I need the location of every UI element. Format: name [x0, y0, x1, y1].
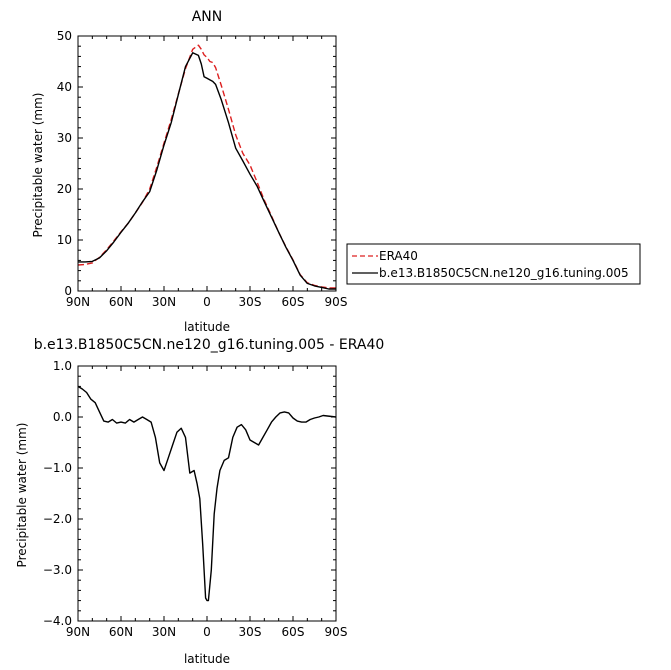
- bottom-y-tick-label: −3.0: [43, 563, 72, 577]
- bottom-y-tick-label: −4.0: [43, 614, 72, 628]
- top-x-tick-label: 0: [203, 295, 211, 309]
- top-x-tick-label: 90S: [325, 295, 348, 309]
- bottom-x-tick-label: 60N: [109, 625, 133, 639]
- top-x-tick-label: 60N: [109, 295, 133, 309]
- top-series-line-era40: [77, 44, 336, 289]
- bottom-y-tick-label: −2.0: [43, 512, 72, 526]
- top-series-line-b-e13-b1850c5cn-ne120-g16-tuning-005: [78, 52, 336, 290]
- legend-box: [346, 243, 641, 285]
- top-chart-title: ANN: [192, 9, 223, 25]
- bottom-x-tick-label: 30N: [152, 625, 176, 639]
- bottom-ticks: 90N 60N 30N 0 30S 60S 90S 1.0 0.0 −1.0 −2.0 −3.0 −4.…: [43, 359, 348, 639]
- bottom-y-tick-label: −1.0: [43, 461, 72, 475]
- top-y-tick-label: 50: [57, 29, 72, 43]
- top-y-tick-label: 10: [57, 233, 72, 247]
- top-y-tick-label: 30: [57, 131, 72, 145]
- bottom-x-tick-label: 30S: [239, 625, 262, 639]
- bottom-y-axis-label: Precipitable water (mm): [15, 423, 29, 568]
- bottom-plot-frame: [77, 365, 337, 622]
- top-x-tick-label: 90N: [66, 295, 90, 309]
- bottom-y-tick-label: 0.0: [53, 410, 72, 424]
- bottom-x-tick-label: 90S: [325, 625, 348, 639]
- top-plot-frame: [77, 35, 337, 292]
- bottom-x-axis-label: latitude: [184, 652, 230, 666]
- top-y-tick-label: 40: [57, 80, 72, 94]
- bottom-x-tick-label: 0: [203, 625, 211, 639]
- top-x-tick-label: 30S: [239, 295, 262, 309]
- legend: ERA40 b.e13.B1850C5CN.ne120_g16.tuning.0…: [346, 243, 641, 285]
- bottom-y-tick-label: 1.0: [53, 359, 72, 373]
- top-series-lines: [77, 44, 336, 290]
- legend-label-model: b.e13.B1850C5CN.ne120_g16.tuning.005: [379, 266, 629, 280]
- top-y-tick-label: 20: [57, 182, 72, 196]
- top-x-tick-label: 60S: [282, 295, 305, 309]
- top-ticks: 90N 60N 30N 0 30S 60S 90S 0 10 20 30 40 50: [57, 29, 348, 309]
- top-x-tick-label: 30N: [152, 295, 176, 309]
- legend-label-era40: ERA40: [379, 249, 418, 263]
- bottom-series-lines: [77, 385, 337, 602]
- top-x-axis-label: latitude: [184, 320, 230, 334]
- panel-bottom: b.e13.B1850C5CN.ne120_g16.tuning.005 - E…: [15, 337, 384, 666]
- bottom-series-line-0: [77, 385, 337, 602]
- bottom-x-tick-label: 60S: [282, 625, 305, 639]
- panel-top: ANN Precipitable water (mm) latitude 90N…: [31, 9, 347, 334]
- top-y-axis-label: Precipitable water (mm): [31, 93, 45, 238]
- bottom-x-tick-label: 90N: [66, 625, 90, 639]
- top-y-tick-label: 0: [64, 284, 72, 298]
- bottom-chart-title: b.e13.B1850C5CN.ne120_g16.tuning.005 - E…: [34, 337, 385, 353]
